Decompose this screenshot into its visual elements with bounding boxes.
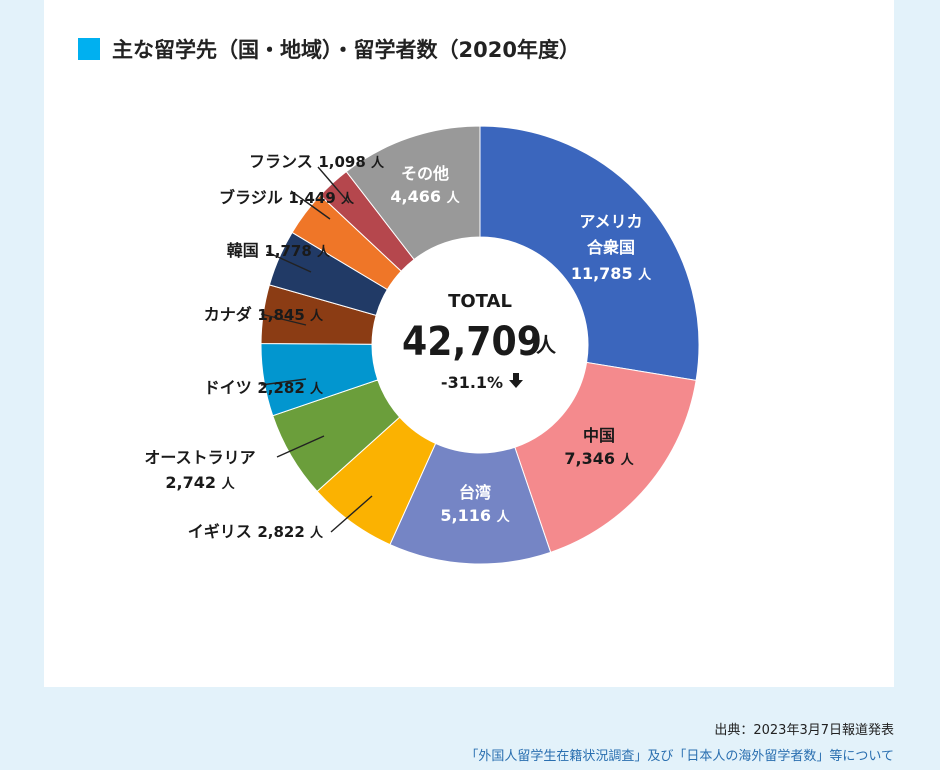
leader-line-4 [276, 435, 325, 458]
source-link[interactable]: 「外国人留学生在籍状況調査」及び「日本人の海外留学者数」等について [465, 749, 894, 764]
slice-label2-0: 合衆国 [587, 238, 635, 257]
slice-label-9: フランス 1,098 人 [249, 152, 385, 171]
slice-label-4: オーストラリア [144, 448, 255, 467]
title-square-icon [78, 38, 100, 60]
slice-label-10: その他 [401, 164, 449, 183]
leader-line-3 [330, 495, 373, 533]
center-total: 42,709 [402, 319, 542, 365]
slice-label-3: イギリス 2,822 人 [188, 522, 324, 541]
slice-10 [345, 125, 481, 261]
leader-line-5 [260, 378, 307, 386]
arrow-down-icon [509, 373, 523, 388]
slice-value-0: 11,785 人 [571, 264, 652, 283]
slice-value-1: 7,346 人 [564, 449, 634, 468]
slice-1 [514, 361, 697, 553]
leader-line-7 [266, 251, 312, 273]
slice-label-1: 中国 [583, 426, 615, 445]
slice-value-2: 5,116 人 [440, 506, 510, 525]
slice-value-10: 4,466 人 [390, 187, 460, 206]
slice-label-7: 韓国 1,778 人 [227, 241, 331, 260]
chart-title: 主な留学先（国・地域）・留学者数（2020年度） [78, 34, 580, 64]
slice-label-6: カナダ 1,845 人 [204, 305, 324, 324]
slice-value-4: 2,742 人 [165, 473, 235, 492]
slice-0 [479, 125, 700, 381]
slice-label-8: ブラジル 1,449 人 [219, 188, 355, 207]
center-label: TOTAL [448, 291, 512, 312]
center-change: -31.1% [441, 373, 503, 392]
chart-card: 主な留学先（国・地域）・留学者数（2020年度） [44, 0, 894, 687]
leader-line-8 [290, 190, 331, 220]
slice-label-0: アメリカ [579, 212, 642, 231]
source-line: 出典：2023年3月7日報道発表 [714, 723, 894, 738]
leader-line-6 [260, 313, 307, 326]
leader-line-9 [317, 166, 350, 204]
slice-label-5: ドイツ 2,282 人 [204, 378, 324, 397]
slice-label-2: 台湾 [459, 483, 491, 502]
center-unit: 人 [536, 333, 557, 357]
chart-title-text: 主な留学先（国・地域）・留学者数（2020年度） [112, 38, 580, 62]
